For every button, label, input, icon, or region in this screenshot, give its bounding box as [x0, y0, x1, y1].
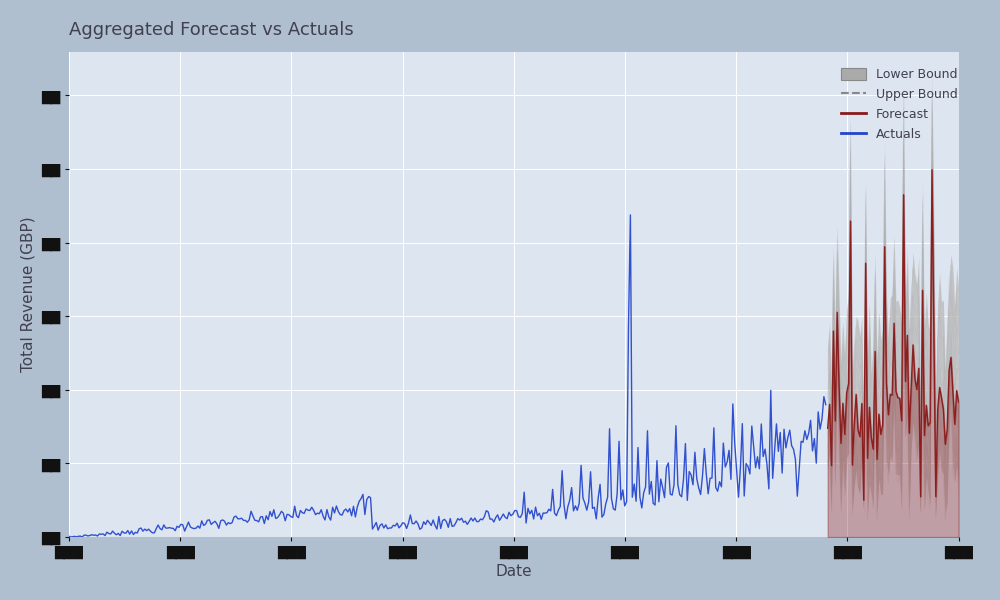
- Y-axis label: Total Revenue (GBP): Total Revenue (GBP): [21, 217, 36, 372]
- Legend: Lower Bound, Upper Bound, Forecast, Actuals: Lower Bound, Upper Bound, Forecast, Actu…: [836, 62, 963, 146]
- X-axis label: Date: Date: [495, 564, 532, 579]
- Text: Aggregated Forecast vs Actuals: Aggregated Forecast vs Actuals: [69, 21, 354, 39]
